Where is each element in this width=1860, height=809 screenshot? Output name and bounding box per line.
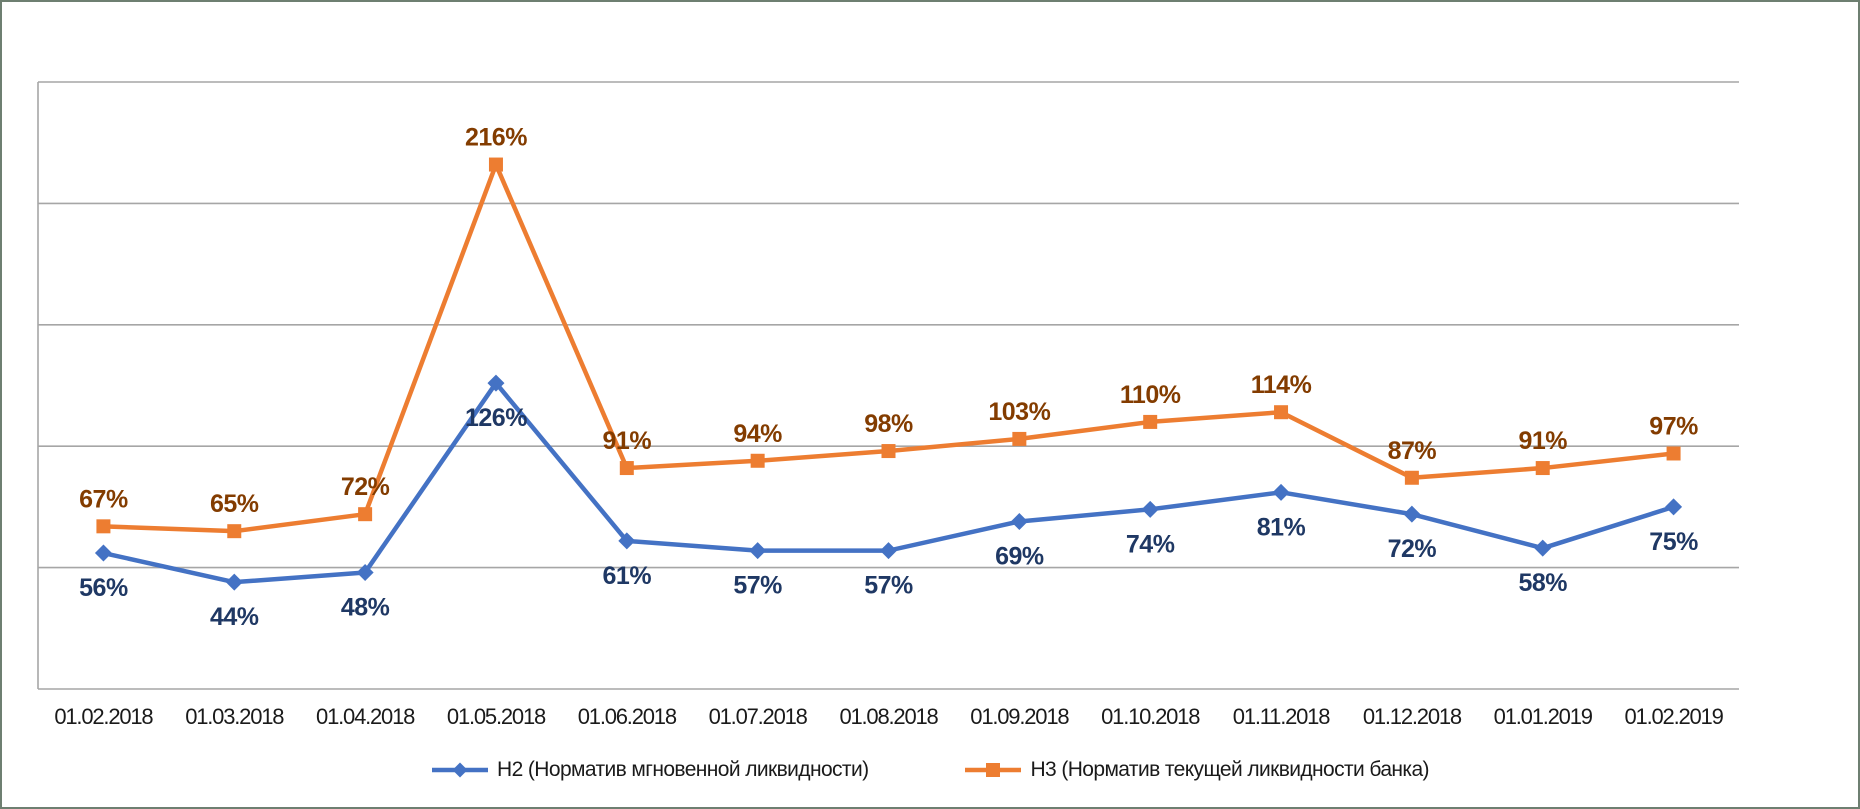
- h2-marker-icon: [749, 542, 767, 560]
- h3-data-label: 114%: [1251, 371, 1312, 399]
- h3-marker-icon: [1143, 414, 1158, 429]
- chart-legend: Н2 (Норматив мгновенной ликвидности) Н3 …: [2, 758, 1858, 782]
- x-axis-label: 01.02.2019: [1625, 704, 1724, 729]
- h2-data-label: 57%: [864, 572, 913, 600]
- legend-label-h3: Н3 (Норматив текущей ликвидности банка): [1030, 758, 1429, 781]
- h3-data-label: 91%: [1518, 427, 1567, 455]
- x-axis-label: 01.10.2018: [1101, 704, 1200, 729]
- h3-line: [101, 162, 1676, 534]
- h3-marker-icon: [1012, 431, 1027, 446]
- h3-data-label: 94%: [733, 420, 782, 448]
- h2-marker-icon: [225, 573, 243, 591]
- x-axis-label: 01.03.2018: [185, 704, 284, 729]
- h2-marker-icon: [1010, 512, 1028, 530]
- h2-marker-icon: [356, 563, 374, 581]
- h2-marker-icon: [1403, 505, 1421, 523]
- legend-item-h2: Н2 (Норматив мгновенной ликвидности): [431, 758, 869, 782]
- x-axis-label: 01.01.2019: [1494, 704, 1593, 729]
- h2-marker-icon: [1141, 500, 1159, 518]
- h2-data-label: 44%: [210, 603, 259, 631]
- h3-data-label: 110%: [1120, 381, 1181, 409]
- h3-marker-icon: [750, 453, 765, 468]
- x-axis-label: 01.12.2018: [1363, 704, 1462, 729]
- h2-data-label: 69%: [995, 542, 1044, 570]
- x-axis-label: 01.11.2018: [1233, 704, 1330, 729]
- x-axis-label: 01.06.2018: [578, 704, 677, 729]
- h3-marker-icon: [227, 524, 242, 539]
- h3-marker-icon: [96, 519, 111, 534]
- h3-marker-icon: [1535, 461, 1550, 476]
- h3-marker-icon: [619, 461, 634, 476]
- legend-item-h3: Н3 (Норматив текущей ликвидности банка): [964, 758, 1430, 782]
- x-axis-label: 01.09.2018: [970, 704, 1069, 729]
- h2-data-label: 74%: [1126, 530, 1175, 558]
- h2-data-label: 58%: [1518, 569, 1567, 597]
- h3-data-label: 91%: [603, 427, 652, 455]
- h3-legend-marker-icon: [965, 763, 1022, 777]
- x-axis-label: 01.02.2018: [54, 704, 153, 729]
- h2-data-label: 61%: [603, 562, 652, 590]
- h3-data-label: 98%: [864, 410, 913, 438]
- h3-marker-icon: [881, 444, 896, 459]
- h2-data-label: 75%: [1649, 528, 1698, 556]
- h2-data-label: 56%: [79, 574, 128, 602]
- x-axis-label: 01.04.2018: [316, 704, 415, 729]
- h3-marker-icon: [358, 507, 373, 522]
- h3-marker-icon: [1404, 470, 1419, 485]
- h2-data-label: 126%: [465, 404, 527, 432]
- h2-marker-icon: [1534, 539, 1552, 557]
- h2-data-label: 57%: [733, 572, 782, 600]
- h3-marker-icon: [1274, 405, 1289, 420]
- h3-marker-icon: [1666, 446, 1681, 461]
- h3-data-label: 72%: [341, 473, 390, 501]
- h3-data-label: 65%: [210, 490, 259, 518]
- h2-marker-icon: [880, 542, 897, 560]
- x-axis-label: 01.05.2018: [447, 704, 546, 729]
- h2-marker-icon: [1272, 483, 1290, 501]
- h3-marker-icon: [488, 157, 503, 172]
- legend-label-h2: Н2 (Норматив мгновенной ликвидности): [497, 758, 869, 781]
- h3-data-label: 103%: [988, 398, 1050, 426]
- h2-data-label: 72%: [1388, 535, 1437, 563]
- h2-data-label: 81%: [1257, 513, 1306, 541]
- x-axis-label: 01.08.2018: [839, 704, 938, 729]
- h3-data-label: 67%: [79, 485, 128, 513]
- h3-data-label: 87%: [1388, 437, 1437, 465]
- h2-data-label: 48%: [341, 593, 390, 621]
- h3-data-label: 97%: [1649, 412, 1698, 440]
- h2-marker-icon: [618, 532, 636, 550]
- h2-marker-icon: [1665, 498, 1683, 516]
- h2-marker-icon: [94, 544, 112, 562]
- h2-legend-marker-icon: [432, 762, 489, 778]
- h3-data-label: 216%: [465, 124, 527, 152]
- x-axis-label: 01.07.2018: [709, 704, 808, 729]
- h2-marker-icon: [487, 374, 505, 392]
